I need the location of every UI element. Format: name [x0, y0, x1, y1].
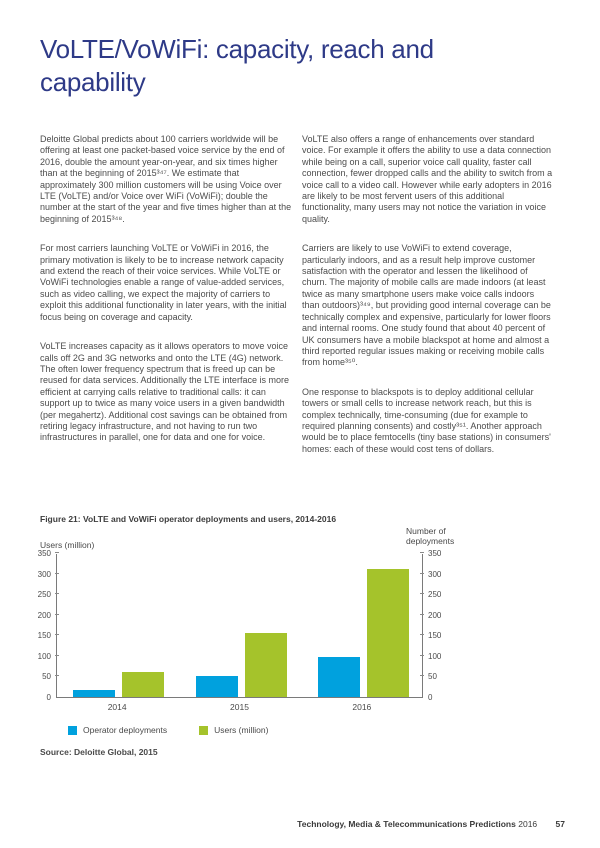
x-axis-label-2014: 2014	[107, 702, 127, 712]
chart-legend: Operator deployments Users (million)	[68, 725, 574, 735]
left-ytick-250: 250	[37, 590, 51, 600]
legend-swatch	[199, 725, 209, 735]
left-tickmark	[55, 675, 59, 677]
left-tickmark	[55, 654, 59, 656]
right-axis-title-line1: Number of	[406, 526, 446, 536]
footer-page-number: 57	[555, 819, 565, 829]
bar-users-million-2015	[244, 633, 287, 697]
left-ytick-150: 150	[37, 631, 51, 641]
left-ytick-100: 100	[37, 651, 51, 661]
legend-label: Operator deployments	[83, 725, 168, 735]
x-axis-labels: 2014 2015 2016	[34, 701, 574, 713]
right-tickmark	[420, 613, 424, 615]
right-tickmark	[420, 654, 424, 656]
right-ytick-100: 100	[428, 651, 442, 661]
right-ytick-350: 350	[428, 549, 442, 558]
left-axis-ticks: 0 50 100 150 200 250 300 350	[34, 550, 56, 702]
left-ytick-200: 200	[37, 610, 51, 620]
figure-21: Figure 21: VoLTE and VoWiFi operator dep…	[34, 514, 574, 757]
right-axis-ticks: 0 50 100 150 200 250 300 350	[423, 550, 457, 702]
legend-item-operator-deployments: Operator deployments	[68, 725, 167, 735]
right-ytick-200: 200	[428, 610, 442, 620]
right-axis-title-line2: deployments	[406, 535, 455, 546]
right-ytick-0: 0	[428, 693, 433, 702]
bar-users-million-2014	[122, 672, 165, 697]
right-tickmark	[420, 634, 424, 636]
footer-year: 2016	[518, 819, 538, 829]
x-axis-label-2015: 2015	[230, 702, 249, 712]
left-tickmark	[55, 613, 59, 615]
left-axis-title: Users (million)	[40, 540, 95, 550]
legend-item-users-million: Users (million)	[199, 725, 268, 735]
page-title: VoLTE/VoWiFi: capacity, reach and capabi…	[40, 34, 434, 97]
right-ytick-50: 50	[428, 672, 437, 682]
bar-users-million-2016	[366, 569, 409, 697]
left-tickmark	[55, 552, 59, 553]
left-ytick-300: 300	[37, 569, 51, 579]
left-ytick-0: 0	[46, 693, 51, 702]
left-tickmark	[55, 593, 59, 595]
axis-title-row: Users (million) Number of deployments	[34, 524, 574, 554]
paragraph: One response to blackspots is to deploy …	[302, 386, 551, 454]
right-ytick-150: 150	[428, 631, 442, 641]
right-tickmark	[420, 593, 424, 595]
chart-plot-area	[55, 552, 424, 698]
left-ytick-350: 350	[37, 549, 51, 558]
chart: 0 50 100 150 200 250 300 350 0 50 100 150 200 250 300…	[34, 550, 574, 702]
legend-swatch	[68, 725, 77, 735]
figure-source: Source: Deloitte Global, 2015	[40, 747, 158, 757]
left-column: Deloitte Global predicts about 100 carri…	[40, 134, 292, 473]
bar-operator-deployments-2015	[195, 675, 238, 697]
right-axis-title: Number of deployments	[406, 526, 455, 546]
right-ytick-300: 300	[428, 569, 442, 579]
left-ytick-50: 50	[42, 672, 51, 682]
paragraph: For most carriers launching VoLTE or VoW…	[40, 243, 287, 322]
bar-operator-deployments-2014	[73, 690, 116, 697]
body-columns: Deloitte Global predicts about 100 carri…	[40, 134, 554, 473]
x-axis-label-2016: 2016	[352, 702, 372, 712]
left-tickmark	[55, 572, 59, 574]
bar-operator-deployments-2016	[317, 657, 360, 697]
left-tickmark	[55, 634, 59, 636]
right-tickmark	[420, 552, 424, 553]
right-tickmark	[420, 675, 424, 677]
paragraph: VoLTE also offers a range of enhancement…	[302, 134, 553, 224]
paragraph: VoLTE increases capacity as it allows op…	[40, 341, 289, 443]
page-footer: Technology, Media & Telecommunications P…	[40, 819, 565, 829]
right-tickmark	[420, 572, 424, 574]
footer-title: Technology, Media & Telecommunications P…	[297, 819, 516, 829]
right-column: VoLTE also offers a range of enhancement…	[302, 134, 554, 473]
figure-caption: Figure 21: VoLTE and VoWiFi operator dep…	[40, 514, 337, 524]
legend-label: Users (million)	[214, 725, 269, 735]
right-ytick-250: 250	[428, 590, 442, 600]
paragraph: Carriers are likely to use VoWiFi to ext…	[302, 243, 551, 368]
paragraph: Deloitte Global predicts about 100 carri…	[40, 134, 292, 224]
